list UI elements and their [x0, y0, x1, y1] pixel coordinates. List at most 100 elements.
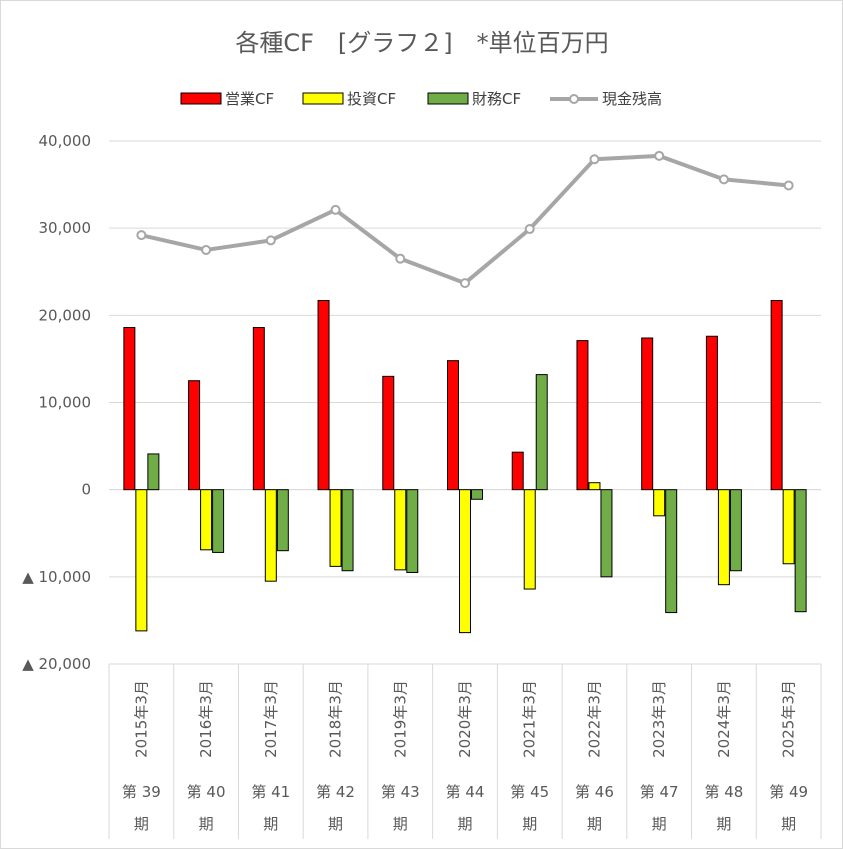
legend-label: 営業CF: [225, 90, 274, 108]
bar-投資CF-0: [135, 489, 148, 632]
bar-財務CF-10: [794, 489, 807, 613]
bar-営業CF-10: [770, 300, 783, 491]
x-period-suffix: 期: [457, 815, 472, 833]
point-現金残高-9: [718, 174, 729, 185]
x-period-label: 第 48: [704, 783, 743, 801]
x-period-label: 第 49: [769, 783, 808, 801]
point-現金残高-3: [330, 204, 341, 215]
bar-投資CF-2: [264, 489, 277, 582]
legend-swatch: [302, 92, 344, 105]
x-period-suffix: 期: [263, 815, 278, 833]
bar-投資CF-6: [523, 489, 536, 590]
x-period-label: 第 45: [510, 783, 549, 801]
legend: 営業CF 投資CF 財務CF 現金残高: [180, 90, 662, 108]
bar-財務CF-7: [600, 489, 613, 578]
bar-財務CF-9: [729, 489, 742, 572]
x-category-label: 2021年3月: [521, 680, 539, 758]
bar-財務CF-5: [471, 489, 483, 500]
point-現金残高-0: [136, 230, 147, 241]
chart-title: 各種CF [グラフ２] *単位百万円: [235, 29, 608, 57]
x-category-label: 2020年3月: [456, 680, 474, 758]
y-tick-label: 20,000: [39, 306, 92, 324]
bar-投資CF-3: [329, 489, 342, 567]
bar-営業CF-4: [382, 375, 395, 491]
x-period-suffix: 期: [587, 815, 602, 833]
line-現金残高: [140, 153, 789, 286]
x-category-label: 2023年3月: [650, 680, 668, 758]
bar-投資CF-7: [588, 482, 601, 491]
bar-投資CF-1: [200, 489, 213, 551]
y-tick-label: 30,000: [39, 219, 92, 237]
x-period-suffix: 期: [522, 815, 537, 833]
legend-swatch: [427, 92, 469, 105]
point-現金残高-4: [395, 253, 406, 264]
point-現金残高-6: [524, 224, 535, 235]
bar-投資CF-9: [717, 489, 730, 586]
bar-財務CF-1: [212, 489, 225, 553]
bar-営業CF-3: [317, 300, 330, 491]
x-period-suffix: 期: [716, 815, 731, 833]
bar-投資CF-5: [459, 489, 471, 634]
legend-label: 投資CF: [347, 90, 396, 108]
bar-営業CF-5: [447, 360, 459, 491]
x-period-label: 第 40: [187, 783, 226, 801]
legend-label: 現金残高: [602, 90, 662, 108]
legend-item-投資CF: 投資CF: [302, 90, 396, 108]
x-period-label: 第 42: [316, 783, 355, 801]
x-category-label: 2018年3月: [327, 680, 345, 758]
x-period-label: 第 46: [575, 783, 614, 801]
legend-item-財務CF: 財務CF: [427, 90, 521, 108]
bar-財務CF-6: [535, 374, 548, 491]
bar-営業CF-9: [705, 335, 718, 491]
x-category-label: 2024年3月: [715, 680, 733, 758]
bar-営業CF-1: [188, 380, 201, 491]
point-現金残高-1: [201, 244, 212, 255]
x-period-suffix: 期: [393, 815, 408, 833]
x-period-label: 第 47: [640, 783, 679, 801]
legend-swatch: [180, 92, 222, 105]
x-category-label: 2016年3月: [197, 680, 215, 758]
x-period-suffix: 期: [134, 815, 149, 833]
point-現金残高-8: [654, 150, 665, 161]
bar-投資CF-10: [782, 489, 795, 565]
x-category-label: 2025年3月: [780, 680, 798, 758]
y-tick-label: ▲ 20,000: [22, 655, 91, 673]
x-period-suffix: 期: [199, 815, 214, 833]
point-現金残高-5: [460, 278, 470, 289]
bar-財務CF-4: [406, 489, 419, 573]
bar-営業CF-6: [511, 451, 524, 491]
y-tick-label: 0: [81, 481, 91, 499]
x-period-label: 第 41: [251, 783, 290, 801]
x-period-label: 第 44: [446, 783, 485, 801]
bar-営業CF-8: [641, 337, 654, 491]
bar-投資CF-8: [653, 489, 666, 517]
x-period-label: 第 39: [122, 783, 161, 801]
legend-item-現金残高: 現金残高: [550, 90, 662, 108]
bar-財務CF-2: [276, 489, 289, 552]
cash-balance-series: [136, 150, 794, 289]
x-period-suffix: 期: [328, 815, 343, 833]
bar-財務CF-3: [341, 489, 354, 572]
bar-営業CF-7: [576, 340, 589, 491]
y-tick-label: 10,000: [39, 394, 92, 412]
bar-営業CF-0: [123, 327, 136, 491]
x-period-label: 第 43: [381, 783, 420, 801]
x-category-label: 2015年3月: [132, 680, 150, 758]
legend-swatch-marker: [569, 94, 579, 104]
x-period-suffix: 期: [652, 815, 667, 833]
y-axis: 40,000 30,000 20,000 10,000 0 ▲ 10,000 ▲ 20,00…: [22, 132, 91, 673]
bar-財務CF-8: [665, 489, 678, 614]
x-period-suffix: 期: [781, 815, 796, 833]
y-tick-label: 40,000: [39, 132, 92, 150]
point-現金残高-2: [265, 235, 276, 246]
bar-series: [123, 300, 807, 634]
bar-投資CF-4: [394, 489, 407, 571]
legend-label: 財務CF: [472, 90, 521, 108]
point-現金残高-10: [783, 180, 794, 191]
point-現金残高-7: [589, 154, 600, 165]
bar-財務CF-0: [147, 453, 160, 491]
x-category-label: 2017年3月: [262, 680, 280, 758]
